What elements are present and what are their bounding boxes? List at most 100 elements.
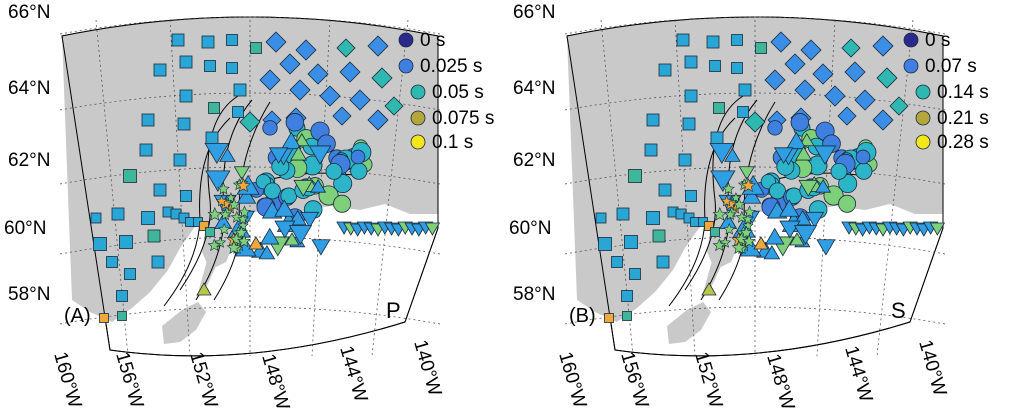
- marker-star: [217, 182, 230, 195]
- marker-square: [106, 256, 118, 268]
- marker-star: [219, 208, 232, 221]
- legend-swatch: [915, 134, 931, 150]
- legend-label: 0.07 s: [925, 56, 977, 77]
- marker-square: [141, 211, 155, 225]
- legend-swatch: [410, 110, 426, 126]
- legend-label: 0 s: [420, 30, 445, 51]
- gridline-lat: [59, 16, 441, 35]
- marker-square: [141, 113, 155, 127]
- phase-label: P: [386, 298, 401, 323]
- marker-star: [730, 192, 742, 203]
- panel-letter: (B): [569, 305, 596, 327]
- land-mainland: [567, 17, 943, 322]
- marker-square: [598, 237, 612, 251]
- marker-circle: [263, 182, 281, 200]
- marker-square: [233, 83, 247, 97]
- marker-square: [153, 183, 167, 197]
- land-kodiak-island: [667, 302, 711, 344]
- marker-star: [723, 223, 736, 235]
- marker-square: [204, 60, 216, 72]
- marker-diamond: [336, 38, 356, 58]
- land-kodiak-island: [162, 302, 206, 344]
- marker-triangle: [779, 199, 800, 217]
- marker-diamond: [794, 79, 816, 101]
- marker-star: [742, 234, 756, 248]
- marker-square: [629, 268, 641, 280]
- marker-triangle: [308, 145, 332, 165]
- marker-diamond: [319, 85, 341, 107]
- lon-label: 156°W: [111, 350, 147, 411]
- legend-label: 0.1 s: [432, 132, 473, 153]
- gridline-lon: [371, 19, 409, 357]
- marker-diamond: [371, 67, 393, 89]
- marker-circle: [767, 120, 783, 136]
- marker-square: [624, 235, 638, 249]
- marker-star: [712, 206, 728, 221]
- marker-star: [742, 213, 754, 225]
- marker-square: [685, 190, 697, 202]
- marker-square: [737, 106, 749, 118]
- marker-diamond: [307, 63, 329, 85]
- marker-diamond: [812, 63, 834, 85]
- legend-label: 0.075 s: [432, 108, 494, 129]
- marker-star: [218, 223, 231, 235]
- marker-diamond: [295, 39, 317, 61]
- marker-square: [611, 256, 623, 268]
- marker-square: [171, 33, 185, 47]
- marker-diamond: [889, 96, 909, 116]
- marker-square: [755, 42, 767, 54]
- marker-triangle: [424, 222, 441, 236]
- lon-label: 140°W: [409, 338, 445, 399]
- marker-square: [706, 35, 720, 49]
- marker-square: [180, 190, 192, 202]
- lon-label: 144°W: [840, 344, 876, 405]
- marker-triangle: [258, 245, 276, 260]
- legend-swatch: [410, 134, 426, 150]
- marker-triangle: [236, 186, 257, 204]
- marker-star: [229, 232, 244, 246]
- marker-circle: [790, 113, 810, 132]
- marker-triangle: [248, 236, 264, 250]
- phase-label: S: [891, 298, 906, 323]
- marker-triangle: [816, 239, 836, 256]
- marker-triangle: [795, 145, 813, 161]
- marker-triangle: [709, 142, 735, 165]
- lat-label: 66°N: [8, 2, 50, 23]
- marker-square: [117, 311, 127, 321]
- marker-diamond: [265, 31, 287, 53]
- marker-square: [226, 62, 238, 74]
- marker-circle: [285, 113, 305, 132]
- marker-square: [111, 207, 125, 221]
- marker-square: [682, 117, 696, 131]
- marker-square: [652, 229, 666, 243]
- station-markers: [90, 31, 441, 323]
- marker-square: [595, 212, 607, 224]
- legend-label: 0.05 s: [432, 82, 484, 103]
- marker-star: [237, 219, 249, 231]
- marker-diamond: [744, 111, 766, 133]
- marker-star: [237, 234, 251, 248]
- marker-circle: [350, 162, 368, 180]
- marker-diamond: [800, 39, 822, 61]
- marker-square: [93, 237, 107, 251]
- lon-label: 156°W: [616, 350, 652, 411]
- marker-star: [741, 178, 756, 193]
- gridline-lon: [876, 19, 914, 357]
- marker-diamond: [876, 67, 898, 89]
- marker-circle: [830, 162, 848, 180]
- marker-triangle: [764, 227, 785, 245]
- legend: 0 s 0.07 s 0.14 s 0.21 s 0.28 s: [903, 30, 989, 153]
- marker-triangle: [710, 170, 736, 192]
- marker-circle: [350, 149, 366, 165]
- marker-square: [644, 143, 658, 157]
- marker-diamond: [367, 109, 389, 131]
- marker-square: [616, 207, 630, 221]
- marker-star: [734, 232, 749, 246]
- lat-label: 66°N: [513, 2, 555, 23]
- marker-square: [710, 227, 720, 237]
- marker-triangle: [219, 147, 236, 162]
- legend-swatch: [903, 32, 919, 48]
- marker-diamond: [239, 111, 261, 133]
- gridline-lon: [169, 19, 191, 357]
